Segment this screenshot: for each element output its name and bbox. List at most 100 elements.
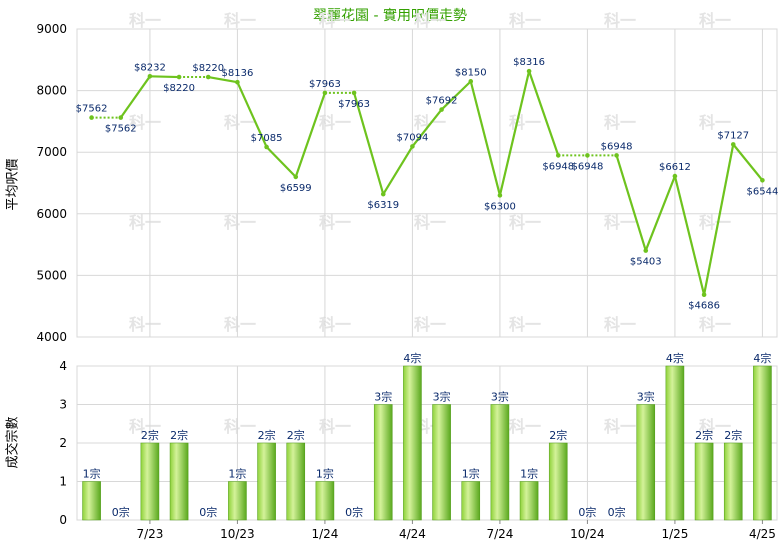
price-data-label: $7085	[251, 133, 283, 144]
price-data-label: $6948	[601, 141, 633, 152]
watermark-text: 科一	[224, 213, 256, 232]
count-bar	[403, 365, 422, 521]
price-data-label: $6948	[542, 161, 574, 172]
count-data-label: 3宗	[491, 390, 509, 404]
watermark-text: 科一	[604, 315, 636, 334]
price-point	[380, 191, 386, 197]
count-bar	[519, 481, 539, 521]
price-data-label: $4686	[688, 301, 720, 312]
count-tick-label: 4	[59, 359, 67, 373]
count-tick-label: 2	[59, 436, 67, 450]
price-point	[614, 153, 619, 158]
price-point	[672, 173, 678, 179]
watermark-text: 科一	[224, 417, 256, 436]
watermark-text: 科一	[699, 213, 731, 232]
watermark-text: 科一	[604, 113, 636, 132]
watermark-text: 科一	[699, 113, 731, 132]
watermark-text: 科一	[129, 11, 161, 30]
watermark-text: 科一	[604, 417, 636, 436]
count-data-label: 4宗	[403, 351, 421, 365]
count-bar	[636, 404, 656, 521]
count-data-label: 0宗	[578, 505, 596, 519]
price-data-label: $7094	[397, 132, 429, 143]
price-data-label: $8220	[192, 63, 224, 74]
count-bar	[257, 442, 276, 521]
price-line-segment	[149, 75, 180, 79]
watermark-text: 科一	[414, 11, 446, 30]
count-data-label: 2宗	[549, 428, 567, 442]
count-bar	[694, 442, 714, 521]
count-data-label: 3宗	[374, 390, 392, 404]
price-point	[468, 79, 474, 84]
count-data-label: 3宗	[433, 390, 451, 404]
price-data-label: $6599	[280, 183, 312, 194]
count-data-label: 2宗	[141, 428, 159, 442]
count-data-label: 3宗	[637, 390, 655, 404]
count-bar	[140, 442, 160, 521]
count-bar	[228, 481, 247, 521]
count-bar	[461, 481, 481, 521]
count-bar	[753, 365, 772, 521]
price-data-label: $7692	[426, 96, 458, 107]
price-data-label: $6612	[659, 162, 691, 173]
price-line-segment	[294, 92, 326, 178]
price-point	[701, 292, 707, 298]
count-bar	[723, 442, 743, 521]
count-data-label: 1宗	[316, 467, 334, 481]
count-bar	[315, 481, 335, 521]
price-data-label: $6300	[484, 201, 516, 212]
count-data-label: 0宗	[199, 505, 217, 519]
count-data-label: 1宗	[228, 467, 246, 481]
count-data-label: 2宗	[287, 428, 305, 442]
watermark-text: 科一	[129, 113, 161, 132]
count-bar	[432, 404, 451, 521]
price-line-segment	[411, 108, 443, 148]
count-data-label: 1宗	[83, 467, 101, 481]
price-line-segment	[644, 175, 676, 251]
count-chart: 0 1 2 3 4 7/23 10/23 1/24 4/24 7/24 10/24 1/25 4/25 1…	[59, 351, 778, 541]
price-point	[176, 74, 182, 80]
price-point	[293, 174, 299, 180]
count-data-label: 2宗	[724, 428, 742, 442]
watermark-text: 科一	[319, 11, 351, 30]
price-point	[410, 144, 415, 149]
price-point	[205, 74, 211, 80]
watermark-text: 科一	[224, 315, 256, 334]
price-point	[555, 153, 561, 158]
price-tick-label: 7000	[36, 145, 67, 159]
count-bar	[490, 404, 510, 521]
count-data-label: 0宗	[112, 505, 130, 519]
price-point	[439, 107, 444, 112]
watermark-text: 科一	[604, 213, 636, 232]
price-line-segment	[265, 146, 297, 178]
price-data-label: $5403	[630, 257, 662, 268]
watermark-text: 科一	[224, 11, 256, 30]
count-bar	[286, 442, 306, 521]
price-line-segment	[208, 75, 238, 84]
x-tick-label: 1/25	[661, 527, 688, 541]
count-data-label: 4宗	[666, 351, 684, 365]
price-data-label: $6544	[747, 186, 779, 197]
price-point	[235, 79, 240, 85]
price-tick-label: 6000	[36, 207, 67, 221]
count-bar	[665, 365, 685, 521]
watermark-text: 科一	[604, 11, 636, 30]
x-tick-label: 7/24	[486, 527, 513, 541]
price-line-segment	[498, 70, 531, 196]
price-line-segment	[353, 92, 385, 195]
price-point	[760, 177, 765, 183]
price-data-label: $8220	[163, 83, 195, 94]
price-tick-label: 8000	[36, 84, 67, 98]
price-line-segment	[615, 155, 647, 251]
x-tick-label: 10/24	[570, 527, 605, 541]
price-line-segment	[703, 144, 735, 295]
watermark-text: 科一	[319, 417, 351, 436]
count-tick-label: 0	[59, 513, 67, 527]
count-data-label: 2宗	[258, 428, 276, 442]
watermark-text: 科一	[129, 315, 161, 334]
price-line-segment	[673, 175, 706, 296]
price-line-segment	[440, 80, 472, 111]
price-data-label: $8232	[134, 62, 166, 73]
